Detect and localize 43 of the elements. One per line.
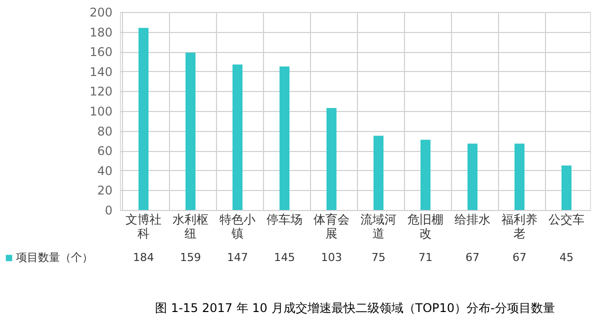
x-tick-label: 危旧棚改 [408, 212, 444, 240]
bar [232, 64, 242, 210]
data-label: 45 [560, 251, 574, 264]
y-tick-label: 40 [97, 164, 112, 178]
data-label: 67 [466, 251, 480, 264]
data-label: 184 [133, 251, 154, 264]
y-tick-label: 100 [90, 104, 112, 118]
y-tick-label: 140 [90, 64, 112, 79]
bar [514, 144, 524, 210]
y-tick-label: 160 [90, 45, 112, 60]
x-tick-label: 福利养老 [502, 212, 538, 240]
x-tick-label: 特色小镇 [220, 212, 256, 240]
x-tick-label: 文博社科 [126, 212, 162, 240]
bar [374, 136, 384, 210]
data-label: 147 [227, 251, 248, 264]
text: 图 1-15 2017 年 10 月成交增速最快二级领域（TOP10）分布-分项目数量 [155, 301, 555, 315]
bar [280, 66, 290, 210]
x-tick-label: 水利枢纽 [172, 212, 208, 240]
y-tick-label: 60 [97, 144, 112, 158]
legend-label: 项目数量（个） [16, 251, 93, 264]
data-label: 71 [418, 251, 432, 264]
y-tick-label: 80 [97, 124, 112, 138]
bar [326, 108, 336, 210]
x-tick-label: 流域河道 [360, 212, 396, 240]
y-tick-label: 0 [104, 204, 112, 218]
data-label: 67 [512, 251, 526, 264]
y-tick-label: 20 [97, 184, 112, 198]
data-label: 103 [321, 251, 342, 264]
data-label: 145 [274, 251, 295, 264]
bar [138, 28, 148, 210]
bar [562, 165, 572, 210]
bar [186, 52, 196, 210]
x-tick-label: 给排水 [454, 212, 490, 226]
bar [468, 144, 478, 210]
bar [420, 140, 430, 210]
x-tick-label: 停车场 [266, 212, 302, 226]
data-label: 159 [180, 251, 201, 264]
y-tick-label: 180 [90, 25, 112, 40]
y-tick-label: 120 [90, 84, 112, 99]
x-tick-label: 公交车 [548, 212, 584, 226]
y-tick-label: 200 [90, 6, 112, 20]
data-label: 75 [372, 251, 386, 264]
x-tick-label: 体育会展 [314, 212, 350, 240]
